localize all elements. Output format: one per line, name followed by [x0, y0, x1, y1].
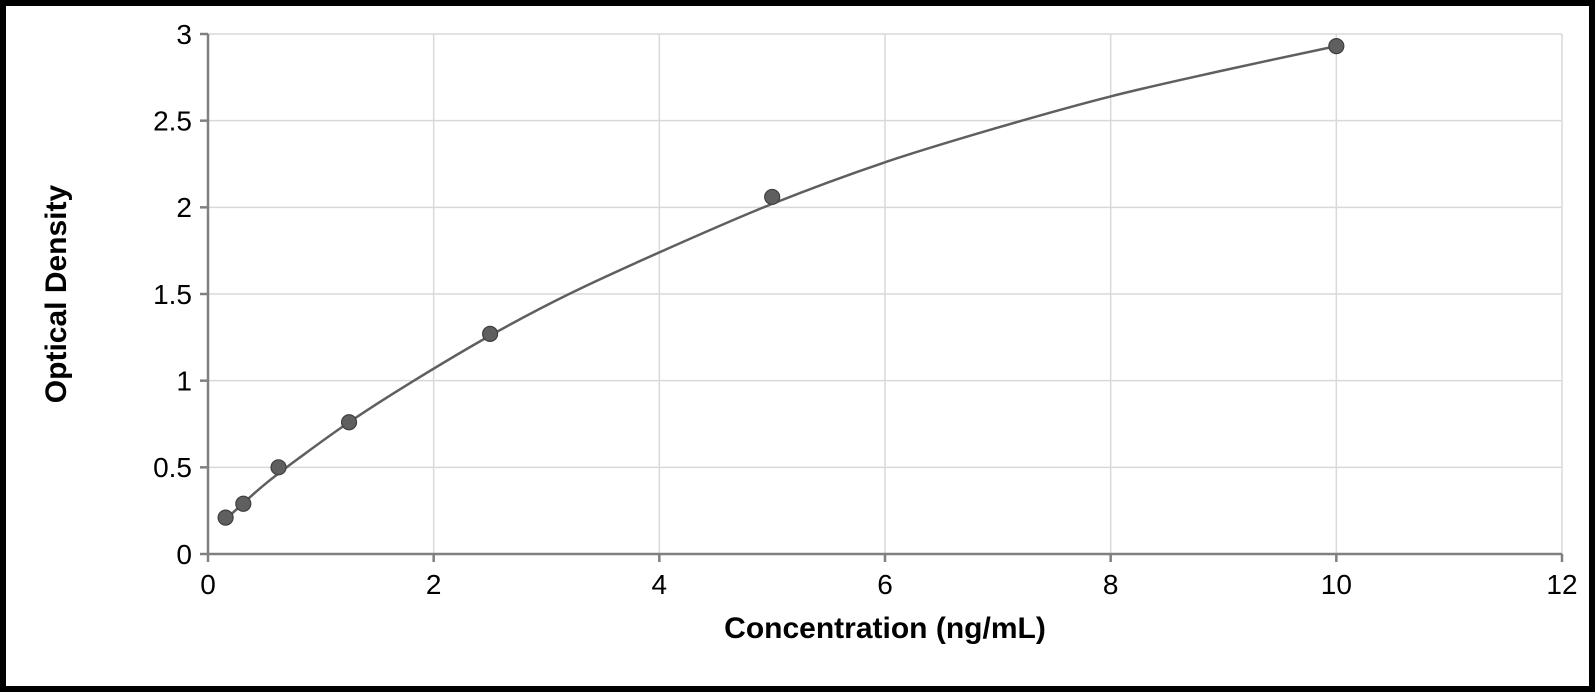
- y-tick-label: 0.5: [153, 452, 192, 483]
- x-tick-label: 12: [1546, 569, 1577, 600]
- y-tick-label: 1.5: [153, 279, 192, 310]
- chart-svg: 0 2 4 6 8 10 12 0 0.5 1 1.5 2 2.5 3 Concentration (ng/…: [16, 14, 1579, 674]
- data-point: [218, 510, 233, 525]
- x-tick-label: 10: [1321, 569, 1352, 600]
- y-tick-label: 1: [176, 365, 192, 396]
- data-point: [271, 460, 286, 475]
- data-point: [342, 415, 357, 430]
- data-point: [765, 189, 780, 204]
- x-axis-label: Concentration (ng/mL): [724, 612, 1046, 645]
- data-point: [483, 326, 498, 341]
- x-tick-label: 2: [426, 569, 442, 600]
- x-tick-label: 4: [652, 569, 668, 600]
- x-tick-label: 8: [1103, 569, 1119, 600]
- y-tick-label: 2: [176, 192, 192, 223]
- y-tick-label: 0: [176, 539, 192, 570]
- y-tick-label: 3: [176, 19, 192, 50]
- data-point: [236, 496, 251, 511]
- data-point: [1329, 39, 1344, 54]
- x-tick-label: 6: [877, 569, 893, 600]
- y-axis-label: Optical Density: [40, 184, 73, 403]
- chart-container: 0 2 4 6 8 10 12 0 0.5 1 1.5 2 2.5 3 Concentration (ng/…: [16, 14, 1579, 678]
- x-tick-label: 0: [200, 569, 216, 600]
- y-tick-label: 2.5: [153, 105, 192, 136]
- chart-frame: 0 2 4 6 8 10 12 0 0.5 1 1.5 2 2.5 3 Concentration (ng/…: [0, 0, 1595, 692]
